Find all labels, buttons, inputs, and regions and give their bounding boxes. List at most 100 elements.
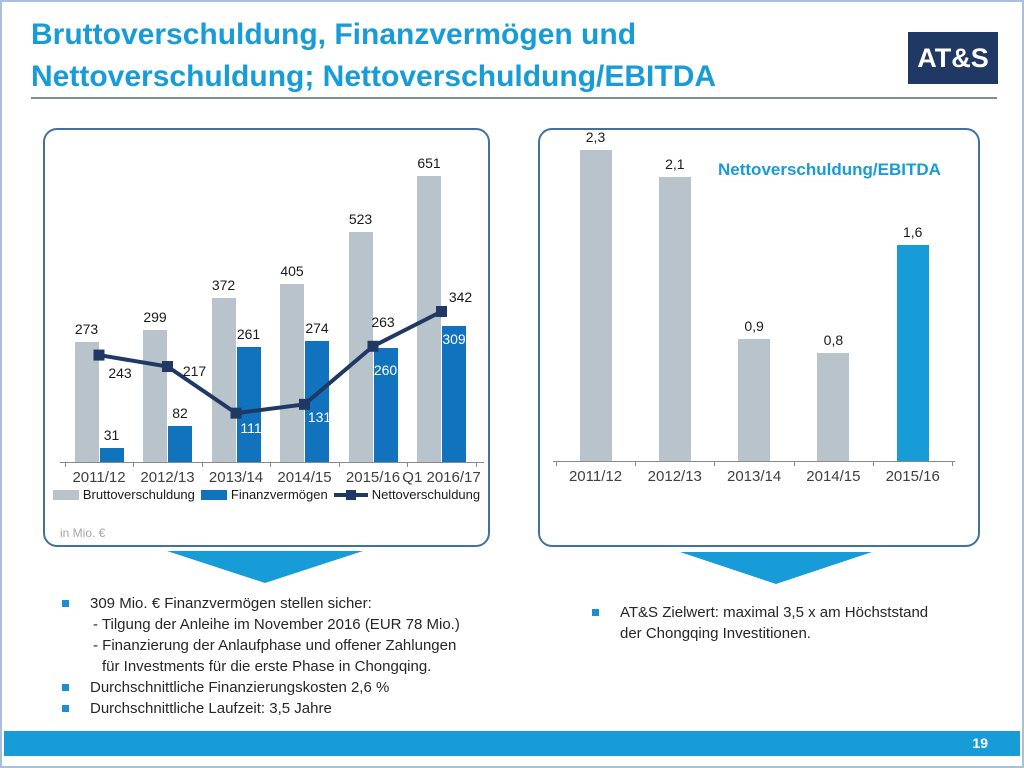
- bar-value-label: 0,9: [744, 318, 764, 334]
- x-axis-label: 2015/16: [885, 468, 940, 485]
- ebitda-chart-panel: 2,3 2011/12 2,1 2012/13 0,9 2013/14 0,8 2014/15…: [538, 128, 980, 547]
- ebitda-chart-title: Nettoverschuldung/EBITDA: [718, 160, 941, 179]
- blue-bar: [99, 448, 124, 462]
- note-text: Durchschnittliche Laufzeit: 3,5 Jahre: [90, 700, 332, 717]
- list-item: Durchschnittliche Laufzeit: 3,5 Jahre: [60, 698, 520, 719]
- x-axis-label: 2014/15: [277, 469, 332, 486]
- axis-tick: [873, 462, 875, 466]
- bar-value-label: 299: [143, 309, 167, 325]
- ebitda-bar: [579, 150, 612, 461]
- bar-value-label: 274: [305, 320, 329, 336]
- gray-bar: [143, 330, 167, 462]
- gray-bar: [74, 342, 99, 462]
- bullet-square-icon: [62, 705, 69, 712]
- legend-label: Finanzvermögen: [230, 487, 328, 502]
- note-text: - Tilgung der Anleihe im November 2016 (…: [93, 616, 460, 633]
- list-subitem: - Tilgung der Anleihe im November 2016 (…: [60, 614, 520, 635]
- blue-bar: [236, 347, 261, 462]
- blue-bar: [168, 426, 192, 462]
- bullet-square-icon: [62, 600, 69, 607]
- bar-value-label: 82: [172, 405, 188, 421]
- bullet-square-icon: [62, 684, 69, 691]
- bar-value-label: 651: [417, 155, 441, 171]
- bar-value-label: 0,8: [823, 332, 844, 348]
- axis-tick: [64, 463, 66, 467]
- x-axis-label: 2011/12: [72, 469, 126, 486]
- bullet-square-icon: [592, 609, 599, 616]
- blue-bar: [442, 326, 466, 462]
- ebitda-bar: [738, 339, 771, 461]
- x-axis-label: 2014/15: [806, 468, 861, 485]
- line-value-label: 243: [108, 365, 132, 382]
- x-axis-label: 2013/14: [208, 469, 264, 486]
- line-value-label: 263: [371, 314, 395, 331]
- ats-logo: AT&S: [908, 32, 998, 84]
- list-subitem: - Finanzierung der Anlaufphase und offen…: [60, 635, 520, 656]
- list-item: AT&S Zielwert: maximal 3,5 x am Höchstst…: [590, 602, 930, 644]
- axis-tick: [407, 463, 409, 467]
- page-title: Bruttoverschuldung, Finanzvermögen und N…: [31, 14, 911, 98]
- page-title-line2: Nettoverschuldung; Nettoverschuldung/EBI…: [31, 60, 717, 93]
- bar-value-label: 309: [442, 331, 466, 347]
- note-text: - Finanzierung der Anlaufphase und offen…: [93, 637, 457, 654]
- line-value-label: 111: [240, 420, 262, 437]
- notes-right: AT&S Zielwert: maximal 3,5 x am Höchstst…: [590, 602, 930, 644]
- title-underline: [31, 97, 997, 99]
- note-text: für Investments für die erste Phase in C…: [102, 658, 432, 675]
- bar-value-label: 1,6: [902, 224, 923, 240]
- bar-value-label: 261: [236, 326, 261, 342]
- bar-value-label: 273: [74, 321, 99, 337]
- legend-line-marker-icon: [345, 489, 356, 500]
- x-axis-label: 2015/16: [345, 469, 401, 486]
- gray-bar: [417, 176, 441, 462]
- axis-tick: [635, 462, 637, 466]
- page-number: 19: [972, 735, 988, 751]
- line-value-label: 217: [182, 362, 207, 379]
- note-text: Durchschnittliche Finanzierungskosten 2,…: [90, 679, 390, 696]
- legend-bar-swatch-icon: [52, 489, 79, 500]
- legend-line-swatch-icon: [333, 489, 368, 500]
- axis-tick: [133, 463, 135, 467]
- bar-value-label: 31: [103, 427, 120, 443]
- legend-bar-swatch-icon: [200, 489, 227, 500]
- ebitda-bar: [817, 353, 850, 461]
- bar-value-label: 260: [373, 362, 398, 378]
- x-axis-label: 2012/13: [647, 468, 702, 485]
- ebitda-bar: [658, 177, 691, 461]
- list-item: Durchschnittliche Finanzierungskosten 2,…: [60, 677, 520, 698]
- legend-label: Bruttoverschuldung: [82, 487, 195, 502]
- axis-tick: [793, 462, 795, 466]
- blue-bar: [305, 341, 329, 462]
- list-subitem: für Investments für die erste Phase in C…: [60, 656, 520, 677]
- page-title-line1: Bruttoverschuldung, Finanzvermögen und: [31, 18, 637, 51]
- legend-item: Finanzvermögen: [200, 487, 328, 502]
- x-axis-label: 2011/12: [568, 468, 623, 485]
- axis-tick: [338, 463, 340, 467]
- gray-bar: [280, 284, 304, 462]
- bar-value-label: 2,3: [585, 129, 606, 145]
- legend-item: Bruttoverschuldung: [52, 487, 195, 502]
- down-arrow-right-icon: [680, 552, 872, 584]
- list-item: 309 Mio. € Finanzvermögen stellen sicher…: [60, 593, 520, 614]
- note-text: 309 Mio. € Finanzvermögen stellen sicher…: [90, 595, 372, 612]
- legend-label: Nettoverschuldung: [371, 487, 481, 502]
- line-value-label: 342: [448, 288, 473, 305]
- chart-legend: Bruttoverschuldung Finanzvermögen Nettover…: [45, 487, 488, 502]
- gray-bar: [348, 232, 373, 462]
- notes-left: 309 Mio. € Finanzvermögen stellen sicher…: [60, 593, 520, 719]
- bar-value-label: 2,1: [665, 156, 685, 172]
- gray-bar: [211, 298, 236, 462]
- axis-tick: [201, 463, 203, 467]
- x-axis: [60, 462, 484, 463]
- debt-chart-panel: 273 31 2011/12 299 82 2012/13 372 261 2013/14 405…: [43, 128, 490, 547]
- legend-item: Nettoverschuldung: [333, 487, 481, 502]
- down-arrow-left-icon: [167, 551, 363, 583]
- note-text: AT&S Zielwert: maximal 3,5 x am Höchstst…: [620, 604, 929, 642]
- axis-tick: [952, 462, 954, 466]
- bar-value-label: 372: [211, 277, 236, 293]
- footer-bar: 19: [4, 731, 1020, 756]
- x-axis-label: 2013/14: [726, 468, 782, 485]
- axis-tick: [270, 463, 272, 467]
- axis-tick: [714, 462, 716, 466]
